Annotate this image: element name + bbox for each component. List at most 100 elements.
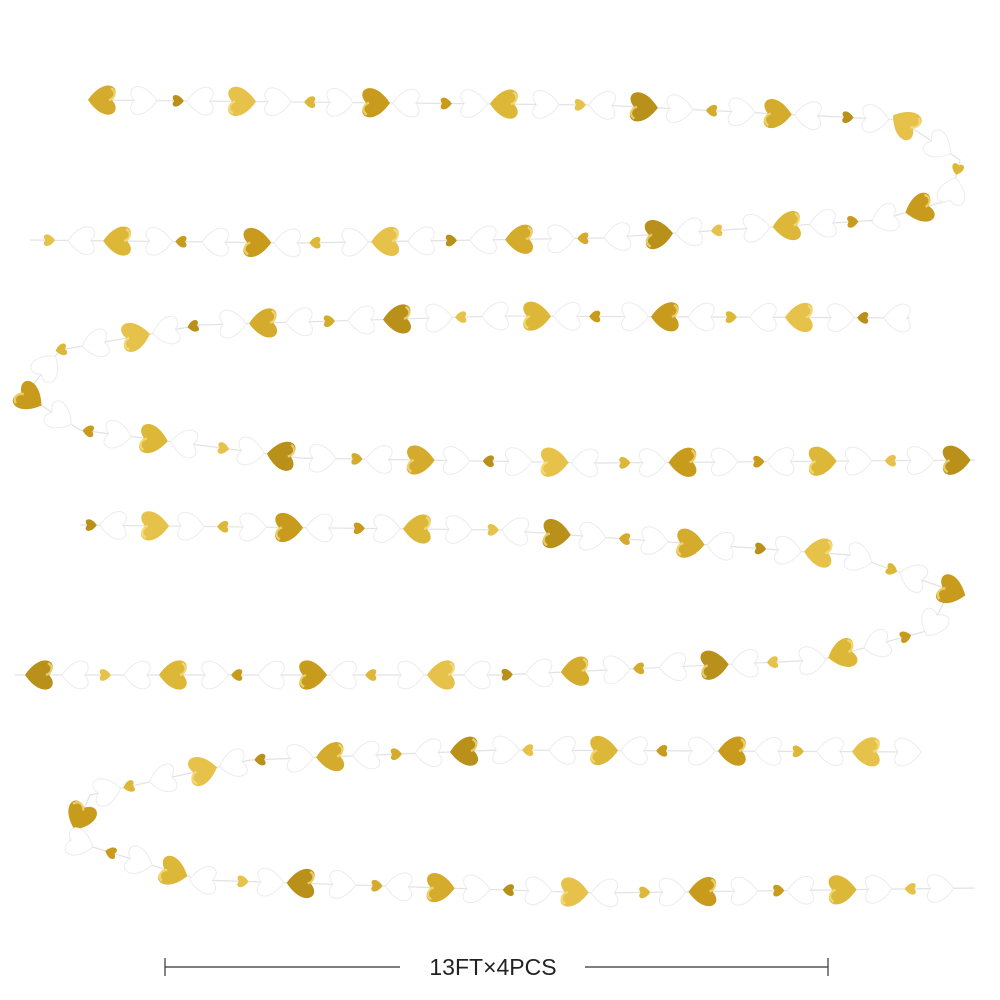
heart	[286, 868, 315, 899]
heart-shape	[884, 454, 896, 467]
heart	[730, 648, 759, 678]
heart	[186, 86, 214, 116]
heart	[121, 323, 150, 352]
heart	[590, 735, 618, 766]
heart-shape	[618, 533, 631, 545]
heart-shine	[560, 890, 569, 905]
heart	[899, 564, 929, 593]
heart-shine	[108, 87, 116, 102]
heart	[843, 542, 873, 571]
heart-shape	[249, 308, 278, 338]
heart	[390, 748, 402, 760]
heart	[675, 217, 704, 247]
heart-shape	[706, 531, 735, 561]
heart-shape	[82, 425, 95, 438]
heart-shine	[228, 100, 236, 115]
heart	[481, 301, 509, 331]
heart	[603, 222, 632, 251]
heart-shape	[638, 448, 667, 477]
heart	[105, 847, 117, 860]
heart	[463, 660, 491, 690]
heart	[688, 876, 717, 907]
heart	[501, 668, 513, 681]
heart	[256, 867, 285, 897]
heart-shine	[307, 870, 315, 885]
heart	[952, 163, 964, 175]
heart	[706, 531, 735, 561]
heart-shape	[482, 455, 494, 467]
heart-shape	[256, 867, 285, 897]
heart-shape	[808, 208, 837, 238]
heart	[445, 234, 457, 247]
heart-shape	[285, 307, 314, 337]
heart	[124, 845, 153, 874]
heart-shape	[574, 99, 586, 111]
heart-shape	[186, 86, 214, 116]
heart-shape	[504, 447, 533, 476]
heart	[308, 443, 337, 473]
heart	[706, 104, 718, 117]
heart	[742, 214, 771, 243]
dimension-label: 13FT×4PCS	[429, 954, 556, 980]
heart-shape	[656, 745, 668, 757]
heart-shape	[828, 875, 857, 905]
heart	[403, 514, 431, 544]
heart	[540, 447, 569, 477]
heart	[414, 738, 443, 767]
heart-shape	[365, 669, 377, 681]
heart-shape	[347, 305, 376, 335]
heart	[884, 454, 896, 467]
heart-shape	[460, 89, 488, 118]
heart-shape	[390, 748, 402, 760]
heart-shape	[883, 303, 911, 333]
heart-shape	[228, 86, 256, 116]
heart-shape	[219, 748, 248, 777]
heart	[639, 886, 651, 899]
heart	[560, 656, 590, 686]
heart-shape	[130, 86, 158, 115]
heart	[828, 638, 858, 667]
heart-shape	[266, 441, 296, 471]
heart	[629, 92, 658, 122]
heart-shine	[72, 801, 85, 811]
heart	[85, 519, 97, 531]
heart-shape	[397, 660, 425, 690]
heart	[885, 563, 898, 575]
heart	[309, 236, 321, 249]
heart	[763, 98, 792, 129]
heart-shape	[590, 735, 618, 766]
heart	[532, 90, 560, 119]
heart-shape	[219, 309, 247, 339]
heart	[618, 533, 631, 545]
heart	[804, 538, 833, 568]
heart-shape	[425, 303, 453, 333]
heart-shine	[872, 738, 880, 753]
heart-shape	[305, 513, 333, 543]
heart-shape	[827, 303, 855, 332]
heart	[688, 736, 716, 766]
heart	[323, 315, 335, 327]
heart-shape	[952, 163, 964, 175]
heart-shine	[141, 524, 149, 539]
heart	[808, 208, 837, 238]
heart-shape	[742, 214, 771, 243]
heart	[341, 227, 369, 257]
heart-shape	[462, 874, 491, 904]
heart-shape	[730, 876, 759, 906]
heart	[406, 445, 435, 475]
heart-shape	[264, 87, 292, 117]
heart-shape	[843, 542, 873, 571]
heart-shape	[753, 455, 765, 468]
heart	[169, 429, 199, 459]
heart	[316, 741, 345, 772]
heart-shape	[816, 737, 844, 766]
heart	[640, 526, 669, 555]
heart-shine	[447, 662, 455, 677]
heart	[560, 877, 589, 907]
heart	[798, 646, 827, 675]
heart-shape	[286, 743, 314, 773]
heart-shape	[201, 660, 229, 690]
heart	[141, 511, 169, 541]
heart-shine	[942, 459, 951, 474]
